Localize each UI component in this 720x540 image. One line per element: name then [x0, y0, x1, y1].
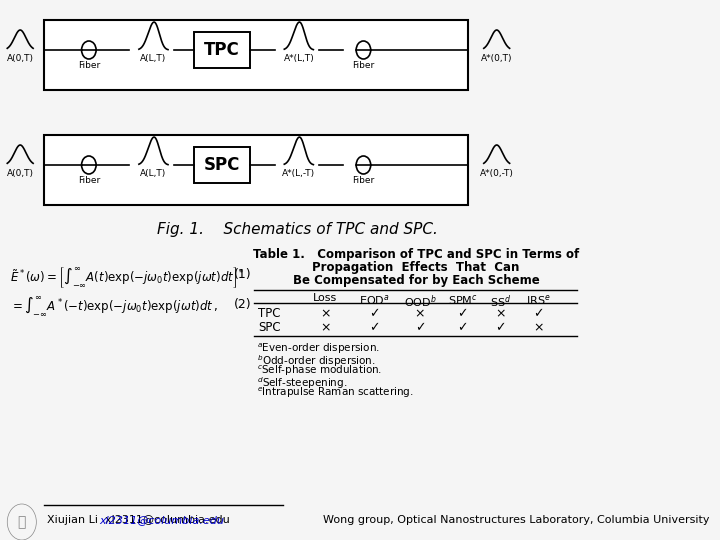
Text: ✓: ✓ [495, 321, 506, 334]
Text: Xiujian Li  xl2311@columbia.edu: Xiujian Li xl2311@columbia.edu [47, 515, 230, 525]
Text: Fiber: Fiber [352, 61, 374, 70]
Text: $^d$Self-steepening.: $^d$Self-steepening. [257, 375, 347, 391]
Text: Fiber: Fiber [78, 61, 100, 70]
Text: xl2311@columbia.edu: xl2311@columbia.edu [99, 515, 224, 525]
Text: ×: × [415, 307, 426, 320]
Text: A*(0,T): A*(0,T) [481, 54, 513, 63]
Text: SPM$^c$: SPM$^c$ [448, 293, 477, 307]
FancyBboxPatch shape [45, 20, 469, 90]
Text: EOD$^a$: EOD$^a$ [359, 293, 390, 307]
Text: A*(L,T): A*(L,T) [284, 54, 314, 63]
Text: IRS$^e$: IRS$^e$ [526, 293, 551, 307]
FancyBboxPatch shape [194, 32, 251, 68]
Text: TPC: TPC [204, 41, 240, 59]
Text: Fig. 1.    Schematics of TPC and SPC.: Fig. 1. Schematics of TPC and SPC. [158, 222, 438, 237]
Text: ✓: ✓ [534, 307, 544, 320]
Text: (2): (2) [234, 298, 252, 311]
Text: ✓: ✓ [369, 321, 379, 334]
Text: ×: × [320, 307, 330, 320]
Text: A(L,T): A(L,T) [140, 169, 166, 178]
Text: A*(L,-T): A*(L,-T) [282, 169, 315, 178]
Text: Be Compensated for by Each Scheme: Be Compensated for by Each Scheme [292, 274, 539, 287]
Text: (1): (1) [234, 268, 252, 281]
Text: $^a$Even-order dispersion.: $^a$Even-order dispersion. [257, 342, 379, 356]
Text: $^c$Self-phase modulation.: $^c$Self-phase modulation. [257, 364, 382, 379]
FancyBboxPatch shape [45, 135, 469, 205]
Text: Fiber: Fiber [78, 176, 100, 185]
Text: SPC: SPC [204, 156, 240, 174]
Text: Loss: Loss [313, 293, 338, 303]
Text: ×: × [495, 307, 506, 320]
Text: A*(0,-T): A*(0,-T) [480, 169, 513, 178]
Text: ✓: ✓ [369, 307, 379, 320]
Text: $^e$Intrapulse Raman scattering.: $^e$Intrapulse Raman scattering. [257, 386, 413, 400]
Text: A(0,T): A(0,T) [6, 169, 34, 178]
Text: $^b$Odd-order dispersion.: $^b$Odd-order dispersion. [257, 353, 376, 369]
Text: Fiber: Fiber [352, 176, 374, 185]
Text: ✓: ✓ [457, 307, 468, 320]
FancyBboxPatch shape [194, 147, 251, 183]
Text: ✓: ✓ [415, 321, 426, 334]
Text: Table 1.   Comparison of TPC and SPC in Terms of: Table 1. Comparison of TPC and SPC in Te… [253, 248, 579, 261]
Text: OOD$^b$: OOD$^b$ [404, 293, 436, 309]
Text: A(L,T): A(L,T) [140, 54, 166, 63]
Text: ×: × [320, 321, 330, 334]
Text: Wong group, Optical Nanostructures Laboratory, Columbia University: Wong group, Optical Nanostructures Labor… [323, 515, 709, 525]
Text: SPC: SPC [258, 321, 281, 334]
Text: 🏛: 🏛 [17, 515, 26, 529]
Text: ×: × [534, 321, 544, 334]
Text: SS$^d$: SS$^d$ [490, 293, 511, 309]
Text: ✓: ✓ [457, 321, 468, 334]
Text: A(0,T): A(0,T) [6, 54, 34, 63]
Text: TPC: TPC [258, 307, 281, 320]
Text: $= \int_{-\infty}^{\infty} A^*(-t)\exp(-j\omega_0 t)\exp(j\omega t)dt\, ,$: $= \int_{-\infty}^{\infty} A^*(-t)\exp(-… [9, 295, 217, 318]
Text: $\tilde{E}^*(\omega) = \left[\int_{-\infty}^{\infty} A(t)\exp(-j\omega_0 t)\exp(: $\tilde{E}^*(\omega) = \left[\int_{-\inf… [9, 265, 245, 289]
Text: Propagation  Effects  That  Can: Propagation Effects That Can [312, 261, 520, 274]
